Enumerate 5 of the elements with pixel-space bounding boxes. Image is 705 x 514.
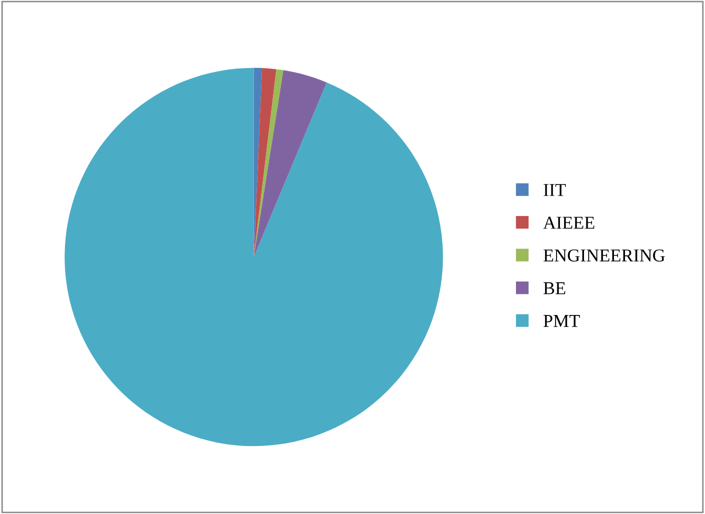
legend-label: PMT — [544, 315, 580, 327]
legend-label: ENGINEERING — [544, 249, 665, 262]
legend-label: IIT — [544, 184, 566, 196]
legend-label: AIEEE — [543, 216, 594, 229]
legend-label: BE — [544, 282, 566, 294]
